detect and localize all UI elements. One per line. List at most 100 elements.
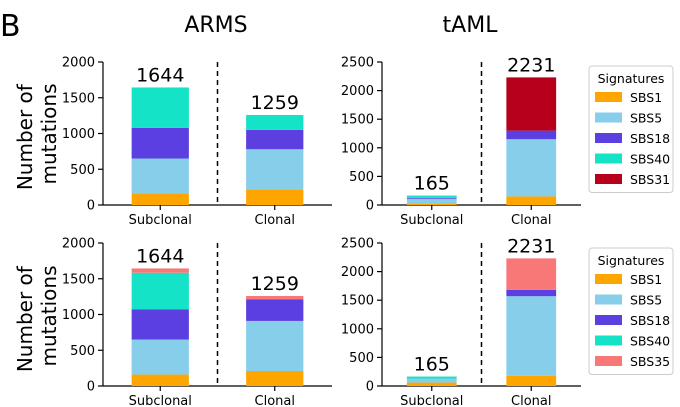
legend-swatch-sbs1 [595,274,622,284]
bar-segment-sbs40-subclonal [406,376,457,379]
x-tick-label-clonal: Clonal [511,213,551,228]
bar-segment-sbs40-subclonal [131,87,189,128]
bar-segment-sbs18-clonal [506,289,557,297]
y-tick-label: 1500 [62,91,95,106]
y-tick-label: 1000 [62,308,95,323]
bar-segment-sbs35-subclonal [131,268,189,273]
panel-letter: B [0,9,21,44]
bar-segment-sbs1-clonal [506,375,557,386]
legend-1: Signatures SBS1 SBS5 SBS18 SBS40 SBS31 [588,65,674,193]
legend-label-sbs31: SBS31 [630,172,670,187]
x-tick-label-clonal: Clonal [255,213,295,228]
chart-panel-4: 0 500 1000 1500 2000 2500 Subclonal 165 Clonal 22… [341,235,581,407]
total-label-subclonal: 1644 [136,245,184,267]
chart-panel-3: 0 500 1000 1500 2000 Subclonal 1644 Clonal 1259 [62,237,332,407]
legend-label-sbs5: SBS5 [630,293,662,308]
legend-label-sbs18: SBS18 [630,313,670,328]
bar-segment-sbs5-subclonal [406,378,457,383]
total-label-subclonal: 165 [414,173,450,195]
legend-label-sbs5: SBS5 [630,111,662,126]
bar-segment-sbs1-clonal [246,370,304,386]
bar-segment-sbs18-clonal [246,129,304,150]
ylabel-bottom-line-1: Number of [13,265,37,372]
legends: SignaturesSBS1SBS5SBS18SBS40SBS31Signatu… [588,65,674,375]
total-label-subclonal: 1644 [136,64,184,86]
legend-label-sbs40: SBS40 [630,152,670,167]
legend-title: Signatures [598,71,665,86]
bar-segment-sbs5-subclonal [131,339,189,375]
bar-segment-sbs5-clonal [506,139,557,197]
y-tick-label: 2000 [62,56,95,71]
bar-segment-sbs1-clonal [506,196,557,205]
legend-label-sbs40: SBS40 [630,334,670,349]
chart-panel-1: 0 500 1000 1500 2000 Subclonal 1644 Clonal 1259 [62,56,332,228]
y-tick-label: 500 [70,163,95,178]
y-tick-label: 0 [366,199,374,214]
legend-swatch-sbs5 [595,112,622,123]
ylabel-top: Number of mutations [13,78,61,190]
y-tick-label: 2000 [341,84,374,99]
y-tick-label: 1000 [341,141,374,156]
y-tick-label: 0 [87,380,95,395]
y-tick-label: 0 [366,380,374,395]
total-label-clonal: 1259 [251,273,299,295]
x-tick-label-subclonal: Subclonal [129,394,192,407]
y-tick-label: 1500 [62,272,95,287]
column-title-arms: ARMS [184,13,247,38]
column-title-taml: tAML [443,13,499,38]
bar-segment-sbs40-clonal [246,114,304,130]
x-tick-label-subclonal: Subclonal [129,213,192,228]
legend-label-sbs18: SBS18 [630,131,670,146]
chart-panel-2: 0 500 1000 1500 2000 2500 Subclonal 165 Clonal 22… [341,54,581,228]
legend-swatch-sbs1 [595,92,622,102]
total-label-subclonal: 165 [414,354,450,376]
legend-swatch-sbs18 [595,133,622,143]
x-tick-label-clonal: Clonal [255,394,295,407]
legend-swatch-sbs31 [595,174,622,184]
legend-label-sbs1: SBS1 [630,90,662,105]
x-tick-label-subclonal: Subclonal [400,394,463,407]
legend-swatch-sbs18 [595,315,622,325]
legend-2: Signatures SBS1 SBS5 SBS18 SBS40 SBS35 [588,247,674,375]
bar-segment-sbs1-clonal [246,189,304,205]
bar-segment-sbs40-subclonal [131,272,189,310]
bar-segment-sbs18-subclonal [131,127,189,159]
legend-swatch-sbs5 [595,294,622,305]
bar-segment-sbs1-subclonal [131,374,189,386]
bar-segment-sbs1-subclonal [131,193,189,205]
bar-segment-sbs18-subclonal [406,197,457,199]
y-tick-label: 1500 [341,113,374,128]
bar-segment-sbs18-clonal [246,299,304,321]
bar-segment-sbs5-clonal [246,149,304,190]
ylabel-bottom-line-2: mutations [37,266,61,367]
bar-segment-sbs35-clonal [246,295,304,300]
chart-panels: 0 500 1000 1500 2000 Subclonal 1644 Clonal 1259 0… [62,54,581,407]
bar-segment-sbs5-subclonal [406,198,457,204]
bar-segment-sbs18-subclonal [131,309,189,340]
legend-label-sbs1: SBS1 [630,272,662,287]
bar-segment-sbs31-clonal [506,77,557,131]
y-tick-label: 500 [349,351,374,366]
bar-segment-sbs5-clonal [246,320,304,371]
y-tick-label: 0 [87,199,95,214]
bar-segment-sbs18-clonal [506,130,557,140]
ylabel-top-line-2: mutations [37,84,61,185]
total-label-clonal: 2231 [507,235,555,257]
y-tick-label: 2500 [341,237,374,252]
y-tick-label: 2000 [341,265,374,280]
bar-segment-sbs5-clonal [506,296,557,376]
total-label-clonal: 1259 [251,92,299,114]
bar-segment-sbs5-subclonal [131,158,189,194]
legend-swatch-sbs35 [595,356,622,366]
bar-segment-sbs1-subclonal [406,203,457,205]
bar-segment-sbs40-subclonal [406,195,457,198]
ylabel-bottom: Number of mutations [13,260,61,372]
y-tick-label: 1000 [341,322,374,337]
legend-label-sbs35: SBS35 [630,354,670,369]
legend-title: Signatures [598,253,665,268]
legend-swatch-sbs40 [595,335,622,346]
bar-segment-sbs35-clonal [506,258,557,290]
y-tick-label: 2500 [341,56,374,71]
ylabel-top-line-1: Number of [13,83,37,190]
